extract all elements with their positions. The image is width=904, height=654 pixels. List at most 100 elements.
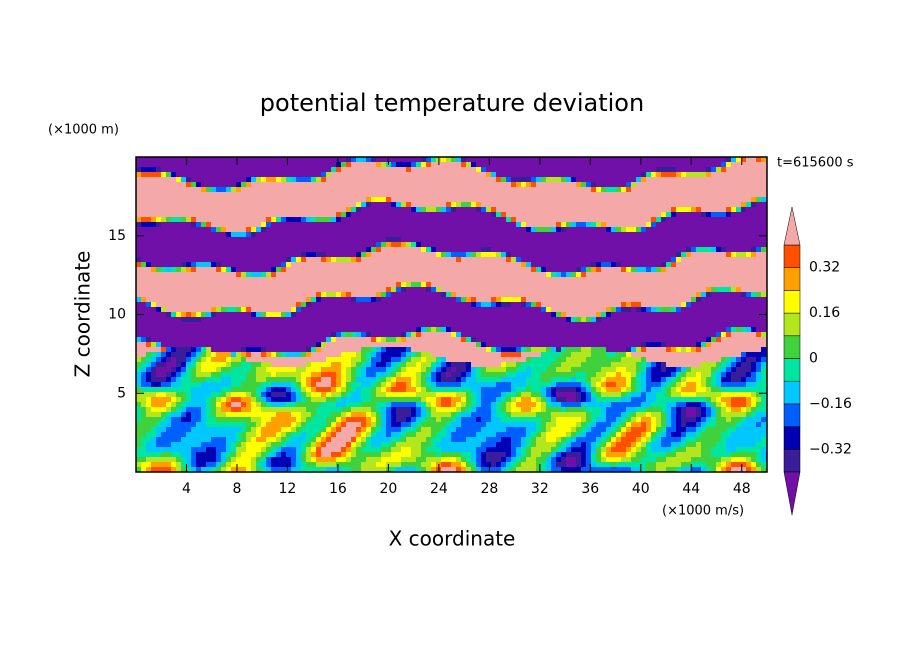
field-cell [416, 367, 422, 373]
field-cell [381, 437, 387, 443]
field-cell [381, 407, 387, 413]
field-cell [401, 247, 407, 253]
field-cell [301, 452, 307, 458]
field-cell [406, 227, 412, 233]
field-cell [216, 212, 222, 218]
field-cell [266, 422, 272, 428]
field-cell [241, 232, 247, 238]
field-cell [466, 322, 472, 328]
field-cell [236, 252, 242, 258]
field-cell [331, 297, 337, 303]
field-cell [246, 277, 252, 283]
field-cell [211, 312, 217, 318]
field-cell [256, 417, 262, 423]
field-cell [361, 222, 367, 228]
field-cell [521, 217, 527, 223]
field-cell [301, 322, 307, 328]
field-cell [271, 417, 277, 423]
field-cell [246, 327, 252, 333]
field-cell [461, 272, 467, 278]
field-cell [146, 242, 152, 248]
field-cell [421, 352, 427, 358]
field-cell [301, 312, 307, 318]
field-cell [371, 227, 377, 233]
field-cell [466, 277, 472, 283]
field-cell [396, 457, 402, 463]
field-cell [381, 167, 387, 173]
field-cell [276, 252, 282, 258]
field-cell [351, 232, 357, 238]
field-cell [456, 312, 462, 318]
field-cell [386, 322, 392, 328]
field-cell [316, 267, 322, 273]
field-cell [141, 407, 147, 413]
field-cell [281, 277, 287, 283]
field-cell [416, 187, 422, 193]
field-cell [336, 252, 342, 258]
field-cell [466, 177, 472, 183]
field-cell [266, 347, 272, 353]
field-cell [221, 237, 227, 243]
field-cell [191, 237, 197, 243]
field-cell [451, 237, 457, 243]
field-cell [406, 212, 412, 218]
field-cell [161, 457, 167, 463]
field-cell [281, 367, 287, 373]
field-cell [171, 262, 177, 268]
field-cell [446, 232, 452, 238]
field-cell [246, 412, 252, 418]
field-cell [136, 282, 142, 288]
field-cell [326, 447, 332, 453]
field-cell [451, 277, 457, 283]
field-cell [141, 187, 147, 193]
field-cell [501, 457, 507, 463]
field-cell [136, 212, 142, 218]
field-cell [446, 257, 452, 263]
field-cell [276, 462, 282, 468]
field-cell [481, 337, 487, 343]
field-cell [351, 312, 357, 318]
field-cell [511, 262, 517, 268]
field-cell [221, 287, 227, 293]
field-cell [376, 297, 382, 303]
field-cell [486, 317, 492, 323]
field-cell [531, 207, 537, 213]
field-cell [246, 252, 252, 258]
field-cell [246, 302, 252, 308]
field-cell [246, 462, 252, 468]
field-cell [161, 202, 167, 208]
field-cell [456, 382, 462, 388]
field-cell [416, 157, 422, 163]
field-cell [526, 172, 532, 178]
field-cell [486, 412, 492, 418]
field-cell [136, 257, 142, 263]
field-cell [486, 447, 492, 453]
field-cell [336, 177, 342, 183]
field-cell [271, 187, 277, 193]
field-cell [421, 287, 427, 293]
field-cell [141, 277, 147, 283]
field-cell [246, 227, 252, 233]
field-cell [256, 357, 262, 363]
field-cell [296, 367, 302, 373]
field-cell [411, 227, 417, 233]
field-cell [481, 197, 487, 203]
field-cell [186, 317, 192, 323]
field-cell [531, 182, 537, 188]
field-cell [266, 377, 272, 383]
field-cell [371, 447, 377, 453]
field-cell [141, 392, 147, 398]
field-cell [341, 417, 347, 423]
field-cell [401, 282, 407, 288]
field-cell [516, 247, 522, 253]
field-cell [176, 352, 182, 358]
field-cell [436, 312, 442, 318]
field-cell [246, 397, 252, 403]
field-cell [361, 287, 367, 293]
field-cell [491, 387, 497, 393]
field-cell [311, 227, 317, 233]
field-cell [441, 182, 447, 188]
field-cell [526, 422, 532, 428]
field-cell [136, 427, 142, 433]
field-cell [251, 437, 257, 443]
